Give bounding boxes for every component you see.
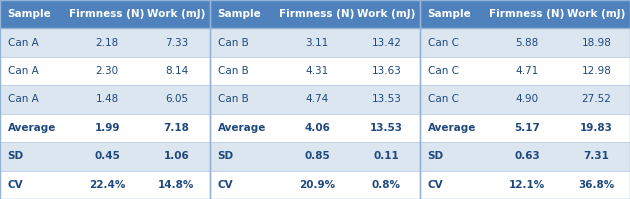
Text: Can A: Can A [8,95,38,104]
Text: 13.42: 13.42 [372,38,401,48]
Text: 1.99: 1.99 [94,123,120,133]
Text: 4.74: 4.74 [306,95,329,104]
Text: Sample: Sample [217,9,261,19]
Text: Average: Average [217,123,266,133]
Text: 13.53: 13.53 [372,95,401,104]
Bar [0,85,210,114]
Bar [0,28,210,57]
Text: Work (mJ): Work (mJ) [357,9,416,19]
Text: Can C: Can C [428,66,459,76]
Text: 12.1%: 12.1% [509,180,545,190]
Text: SD: SD [428,151,444,161]
Text: 20.9%: 20.9% [299,180,335,190]
Text: 4.71: 4.71 [515,66,539,76]
Text: 19.83: 19.83 [580,123,613,133]
Text: 0.63: 0.63 [514,151,540,161]
Bar [210,114,420,142]
Bar [210,85,420,114]
Bar [0,114,210,142]
Text: 8.14: 8.14 [165,66,188,76]
Text: 12.98: 12.98 [581,66,611,76]
Bar [210,142,420,171]
Bar [210,0,420,28]
Text: 4.90: 4.90 [515,95,539,104]
Text: SD: SD [217,151,234,161]
Text: Can C: Can C [428,38,459,48]
Text: Firmness (N): Firmness (N) [490,9,564,19]
Text: CV: CV [8,180,23,190]
Bar [210,28,420,57]
Text: 3.11: 3.11 [306,38,329,48]
Bar [0,0,210,28]
Bar [420,142,630,171]
Text: Can B: Can B [217,38,248,48]
Bar [210,57,420,85]
Bar [420,114,630,142]
Text: Average: Average [428,123,476,133]
Bar [420,85,630,114]
Text: 13.63: 13.63 [372,66,401,76]
Text: CV: CV [428,180,443,190]
Bar [0,171,210,199]
Text: Average: Average [8,123,56,133]
Text: 4.06: 4.06 [304,123,330,133]
Bar [0,57,210,85]
Text: 7.31: 7.31 [583,151,609,161]
Text: Firmness (N): Firmness (N) [69,9,145,19]
Bar [0,142,210,171]
Text: 5.17: 5.17 [514,123,540,133]
Text: 1.06: 1.06 [164,151,189,161]
Text: 18.98: 18.98 [581,38,611,48]
Text: 5.88: 5.88 [515,38,539,48]
Text: 13.53: 13.53 [370,123,403,133]
Text: 0.45: 0.45 [94,151,120,161]
Text: 4.31: 4.31 [306,66,329,76]
Text: 7.18: 7.18 [163,123,190,133]
Bar [210,171,420,199]
Text: Firmness (N): Firmness (N) [280,9,355,19]
Text: 0.8%: 0.8% [372,180,401,190]
Text: 22.4%: 22.4% [89,180,125,190]
Bar [420,171,630,199]
Text: Can A: Can A [8,66,38,76]
Text: 2.30: 2.30 [96,66,118,76]
Text: 14.8%: 14.8% [158,180,195,190]
Text: Can B: Can B [217,66,248,76]
Text: 27.52: 27.52 [581,95,611,104]
Text: Can C: Can C [428,95,459,104]
Bar [420,28,630,57]
Text: 2.18: 2.18 [96,38,118,48]
Text: Work (mJ): Work (mJ) [567,9,626,19]
Text: Can B: Can B [217,95,248,104]
Bar [420,0,630,28]
Text: Sample: Sample [428,9,471,19]
Text: Work (mJ): Work (mJ) [147,9,205,19]
Text: CV: CV [217,180,233,190]
Text: 36.8%: 36.8% [578,180,614,190]
Text: 1.48: 1.48 [96,95,118,104]
Text: SD: SD [8,151,24,161]
Bar [420,57,630,85]
Text: 0.11: 0.11 [374,151,399,161]
Text: Can A: Can A [8,38,38,48]
Text: Sample: Sample [8,9,51,19]
Text: 0.85: 0.85 [304,151,330,161]
Text: 7.33: 7.33 [165,38,188,48]
Text: 6.05: 6.05 [165,95,188,104]
